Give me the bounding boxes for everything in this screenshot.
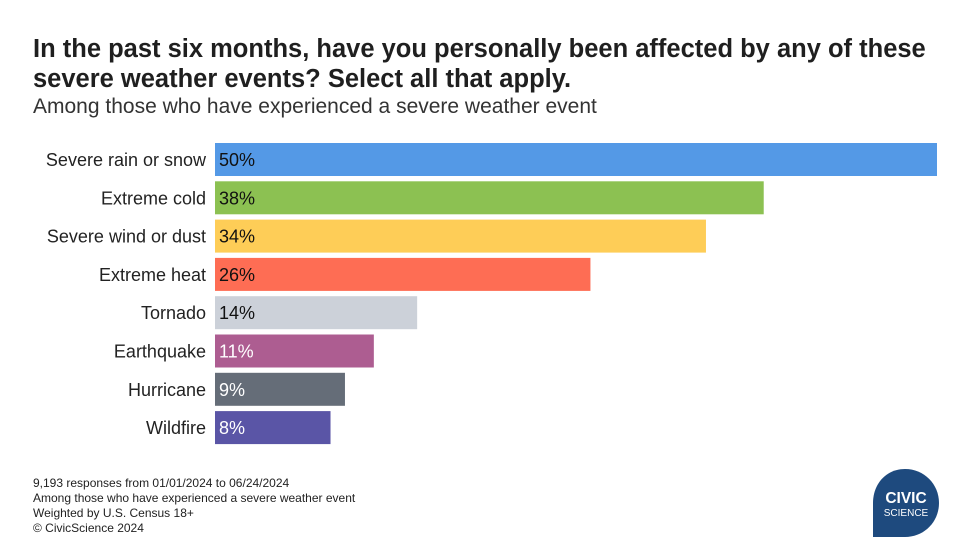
bar-hurricane: [215, 372, 345, 406]
value-label-extreme-cold: 38%: [219, 188, 255, 208]
value-label-tornado: 14%: [219, 303, 255, 323]
note-population: Among those who have experienced a sever…: [33, 491, 356, 505]
note-copyright: © CivicScience 2024: [33, 521, 144, 535]
bar-severe-wind-or-dust: [215, 219, 706, 253]
bar-extreme-heat: [215, 257, 591, 291]
category-label-extreme-cold: Extreme cold: [101, 188, 206, 208]
category-label-wildfire: Wildfire: [146, 418, 206, 438]
chart-title: In the past six months, have you persona…: [33, 35, 926, 93]
category-label-hurricane: Hurricane: [128, 380, 206, 400]
logo-text-civic: CIVIC: [885, 490, 926, 507]
bar-wildfire: [215, 411, 331, 445]
category-label-extreme-heat: Extreme heat: [99, 265, 206, 285]
category-label-severe-rain-or-snow: Severe rain or snow: [46, 150, 207, 170]
value-label-hurricane: 9%: [219, 380, 245, 400]
value-label-earthquake: 11%: [219, 342, 254, 362]
value-label-wildfire: 8%: [219, 418, 245, 438]
value-label-severe-wind-or-dust: 34%: [219, 227, 255, 247]
note-responses: 9,193 responses from 01/01/2024 to 06/24…: [33, 476, 290, 490]
note-weighting: Weighted by U.S. Census 18+: [33, 506, 194, 520]
civicscience-logo: CIVIC SCIENCE: [873, 469, 939, 537]
bar-severe-rain-or-snow: [215, 143, 937, 176]
category-label-tornado: Tornado: [141, 303, 206, 323]
bar-extreme-cold: [215, 181, 764, 215]
chart-subtitle: Among those who have experienced a sever…: [33, 95, 597, 118]
bar-tornado: [215, 296, 418, 330]
category-label-earthquake: Earthquake: [114, 342, 206, 362]
category-label-severe-wind-or-dust: Severe wind or dust: [47, 227, 206, 247]
value-label-extreme-heat: 26%: [219, 265, 255, 285]
logo-badge: [873, 469, 939, 537]
value-label-severe-rain-or-snow: 50%: [219, 150, 255, 170]
bar-earthquake: [215, 334, 374, 368]
logo-text-science: SCIENCE: [884, 508, 929, 519]
footer-notes: 9,193 responses from 01/01/2024 to 06/24…: [33, 476, 355, 536]
